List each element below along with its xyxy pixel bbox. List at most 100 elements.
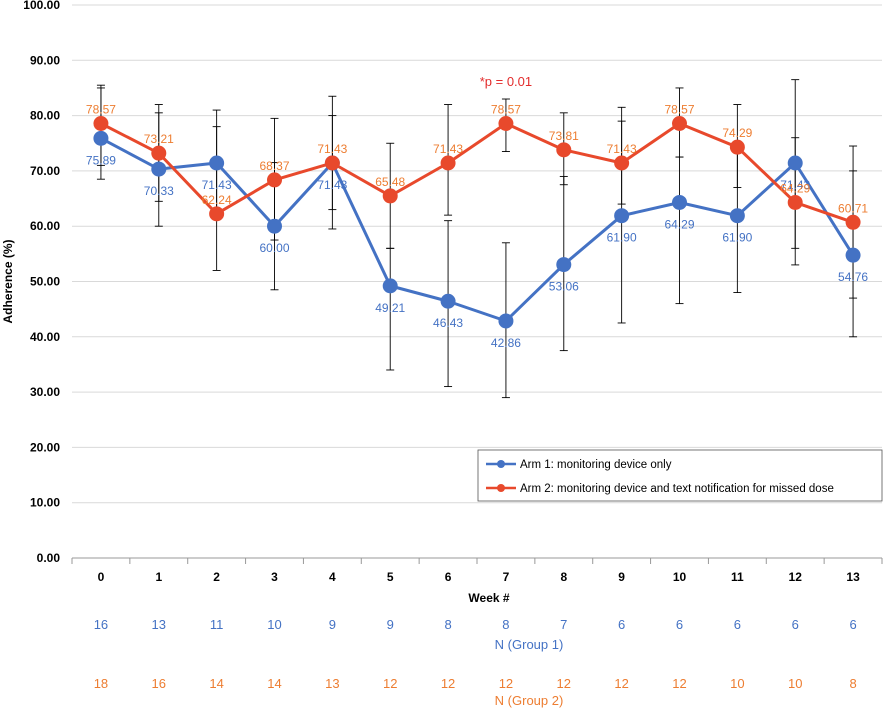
x-axis: 0 1 2 3 4 5 6 7 8 9 10 11 12 13: [71, 557, 883, 584]
data-label-arm2: 71.43: [433, 142, 463, 156]
data-point-arm2: [498, 116, 514, 132]
data-point-arm1: [498, 313, 514, 329]
n-value-group2: 10: [730, 676, 744, 691]
n-title-group1: N (Group 1): [495, 637, 564, 652]
n-value-group2: 13: [325, 676, 339, 691]
n-value-group1: 8: [444, 617, 451, 632]
n-value-group1: 13: [152, 617, 166, 632]
n-value-group1: 10: [267, 617, 281, 632]
n-value-group1: 6: [618, 617, 625, 632]
n-tables: 16 13 11 10 9 9 8 8 7 6 6 6 6 6 N (Group 1) 18 16 14 14 13 1…: [94, 617, 857, 708]
n-value-group1: 6: [676, 617, 683, 632]
data-label-arm1: 46.43: [433, 316, 463, 330]
data-label-arm2: 60.71: [838, 201, 868, 215]
data-label-arm1: 60.00: [259, 241, 289, 255]
data-label-arm1: 42.86: [491, 336, 521, 350]
data-point-arm1: [556, 257, 572, 273]
y-tick-label: 30.00: [30, 385, 60, 399]
data-label-arm2: 74.29: [722, 126, 752, 140]
data-label-arm1: 71.43: [317, 178, 347, 192]
y-tick-label: 50.00: [30, 275, 60, 289]
gridlines: [72, 4, 882, 504]
y-tick-label: 20.00: [30, 440, 60, 454]
data-point-arm1: [209, 155, 225, 171]
x-tick-label: 1: [155, 570, 162, 584]
n-value-group2: 14: [267, 676, 281, 691]
n-value-group1: 6: [849, 617, 856, 632]
data-point-arm1: [672, 194, 687, 210]
n-title-group2: N (Group 2): [495, 693, 564, 708]
data-point-arm1: [382, 278, 398, 294]
n-value-group1: 7: [560, 617, 567, 632]
data-label-arm1: 61.90: [722, 231, 752, 245]
n-value-group1: 6: [792, 617, 799, 632]
y-tick-label: 40.00: [30, 330, 60, 344]
data-label-arm2: 68.37: [259, 159, 289, 173]
n-value-group2: 12: [614, 676, 628, 691]
data-label-arm1: 64.29: [664, 217, 694, 231]
y-tick-label: 60.00: [30, 219, 60, 233]
data-point-arm1: [729, 208, 745, 224]
x-tick-label: 6: [445, 570, 452, 584]
data-point-arm2: [151, 145, 167, 161]
data-point-arm1: [614, 208, 630, 224]
y-tick-label: 70.00: [30, 164, 60, 178]
data-label-arm2: 64.29: [780, 181, 810, 195]
x-tick-label: 9: [618, 570, 625, 584]
legend-arm1-label: Arm 1: monitoring device only: [520, 459, 672, 471]
data-point-arm1: [440, 293, 456, 309]
n-value-group2: 12: [557, 676, 571, 691]
n-value-group2: 12: [499, 676, 513, 691]
n-value-group1: 11: [210, 617, 224, 632]
y-tick-label: 90.00: [30, 53, 60, 67]
n-value-group2: 14: [209, 676, 223, 691]
data-point-arm1: [151, 161, 167, 177]
legend-arm1-marker: [497, 460, 505, 468]
data-point-arm1: [787, 155, 803, 171]
n-value-group1: 9: [387, 617, 394, 632]
data-point-arm2: [787, 194, 803, 210]
data-point-arm1: [845, 247, 861, 263]
legend-arm2-marker: [497, 484, 505, 492]
data-point-arm2: [729, 139, 745, 155]
n-value-group1: 9: [329, 617, 336, 632]
n-value-group2: 12: [672, 676, 686, 691]
data-point-arm1: [267, 218, 282, 234]
y-axis: 0.00 10.00 20.00 30.00 40.00 50.00 60.00 70.00 8…: [23, 0, 60, 565]
series-line-arm2: [100, 122, 854, 224]
y-axis-title: Adherence (%): [1, 239, 15, 323]
legend-box: [477, 449, 883, 502]
data-label-arm2: 78.57: [491, 103, 521, 117]
n-value-group1: 6: [734, 617, 741, 632]
data-label-arm2: 78.57: [86, 103, 116, 117]
data-label-arm2: 62.24: [202, 193, 232, 207]
x-tick-label: 10: [673, 570, 687, 584]
y-tick-label: 100.00: [23, 0, 60, 12]
y-tick-label: 0.00: [37, 551, 61, 565]
n-value-group1: 16: [94, 617, 108, 632]
significance-annotation: *p = 0.01: [480, 74, 532, 89]
x-axis-title: Week #: [468, 591, 509, 605]
data-label-arm1: 61.90: [607, 231, 637, 245]
data-label-arm1: 54.76: [838, 270, 868, 284]
n-value-group2: 16: [152, 676, 166, 691]
series-line-arm1: [100, 137, 855, 323]
data-point-arm2: [209, 206, 225, 222]
legend: Arm 1: monitoring device only Arm 2: mon…: [477, 449, 883, 502]
x-tick-label: 7: [503, 570, 510, 584]
data-label-arm2: 78.57: [664, 103, 694, 117]
data-label-arm1: 49.21: [375, 301, 405, 315]
data-point-arm2: [672, 116, 687, 132]
x-tick-label: 0: [98, 570, 105, 584]
data-point-arm2: [614, 155, 630, 171]
data-label-arm1: 71.43: [780, 178, 810, 192]
n-value-group2: 8: [849, 676, 856, 691]
x-tick-label: 5: [387, 570, 394, 584]
data-label-arm1: 71.43: [202, 178, 232, 192]
y-tick-label: 10.00: [30, 496, 60, 510]
data-label-arm2: 73.81: [549, 129, 579, 143]
data-point-arm2: [845, 214, 861, 230]
x-tick-label: 12: [789, 570, 803, 584]
series-lines: [100, 122, 855, 323]
